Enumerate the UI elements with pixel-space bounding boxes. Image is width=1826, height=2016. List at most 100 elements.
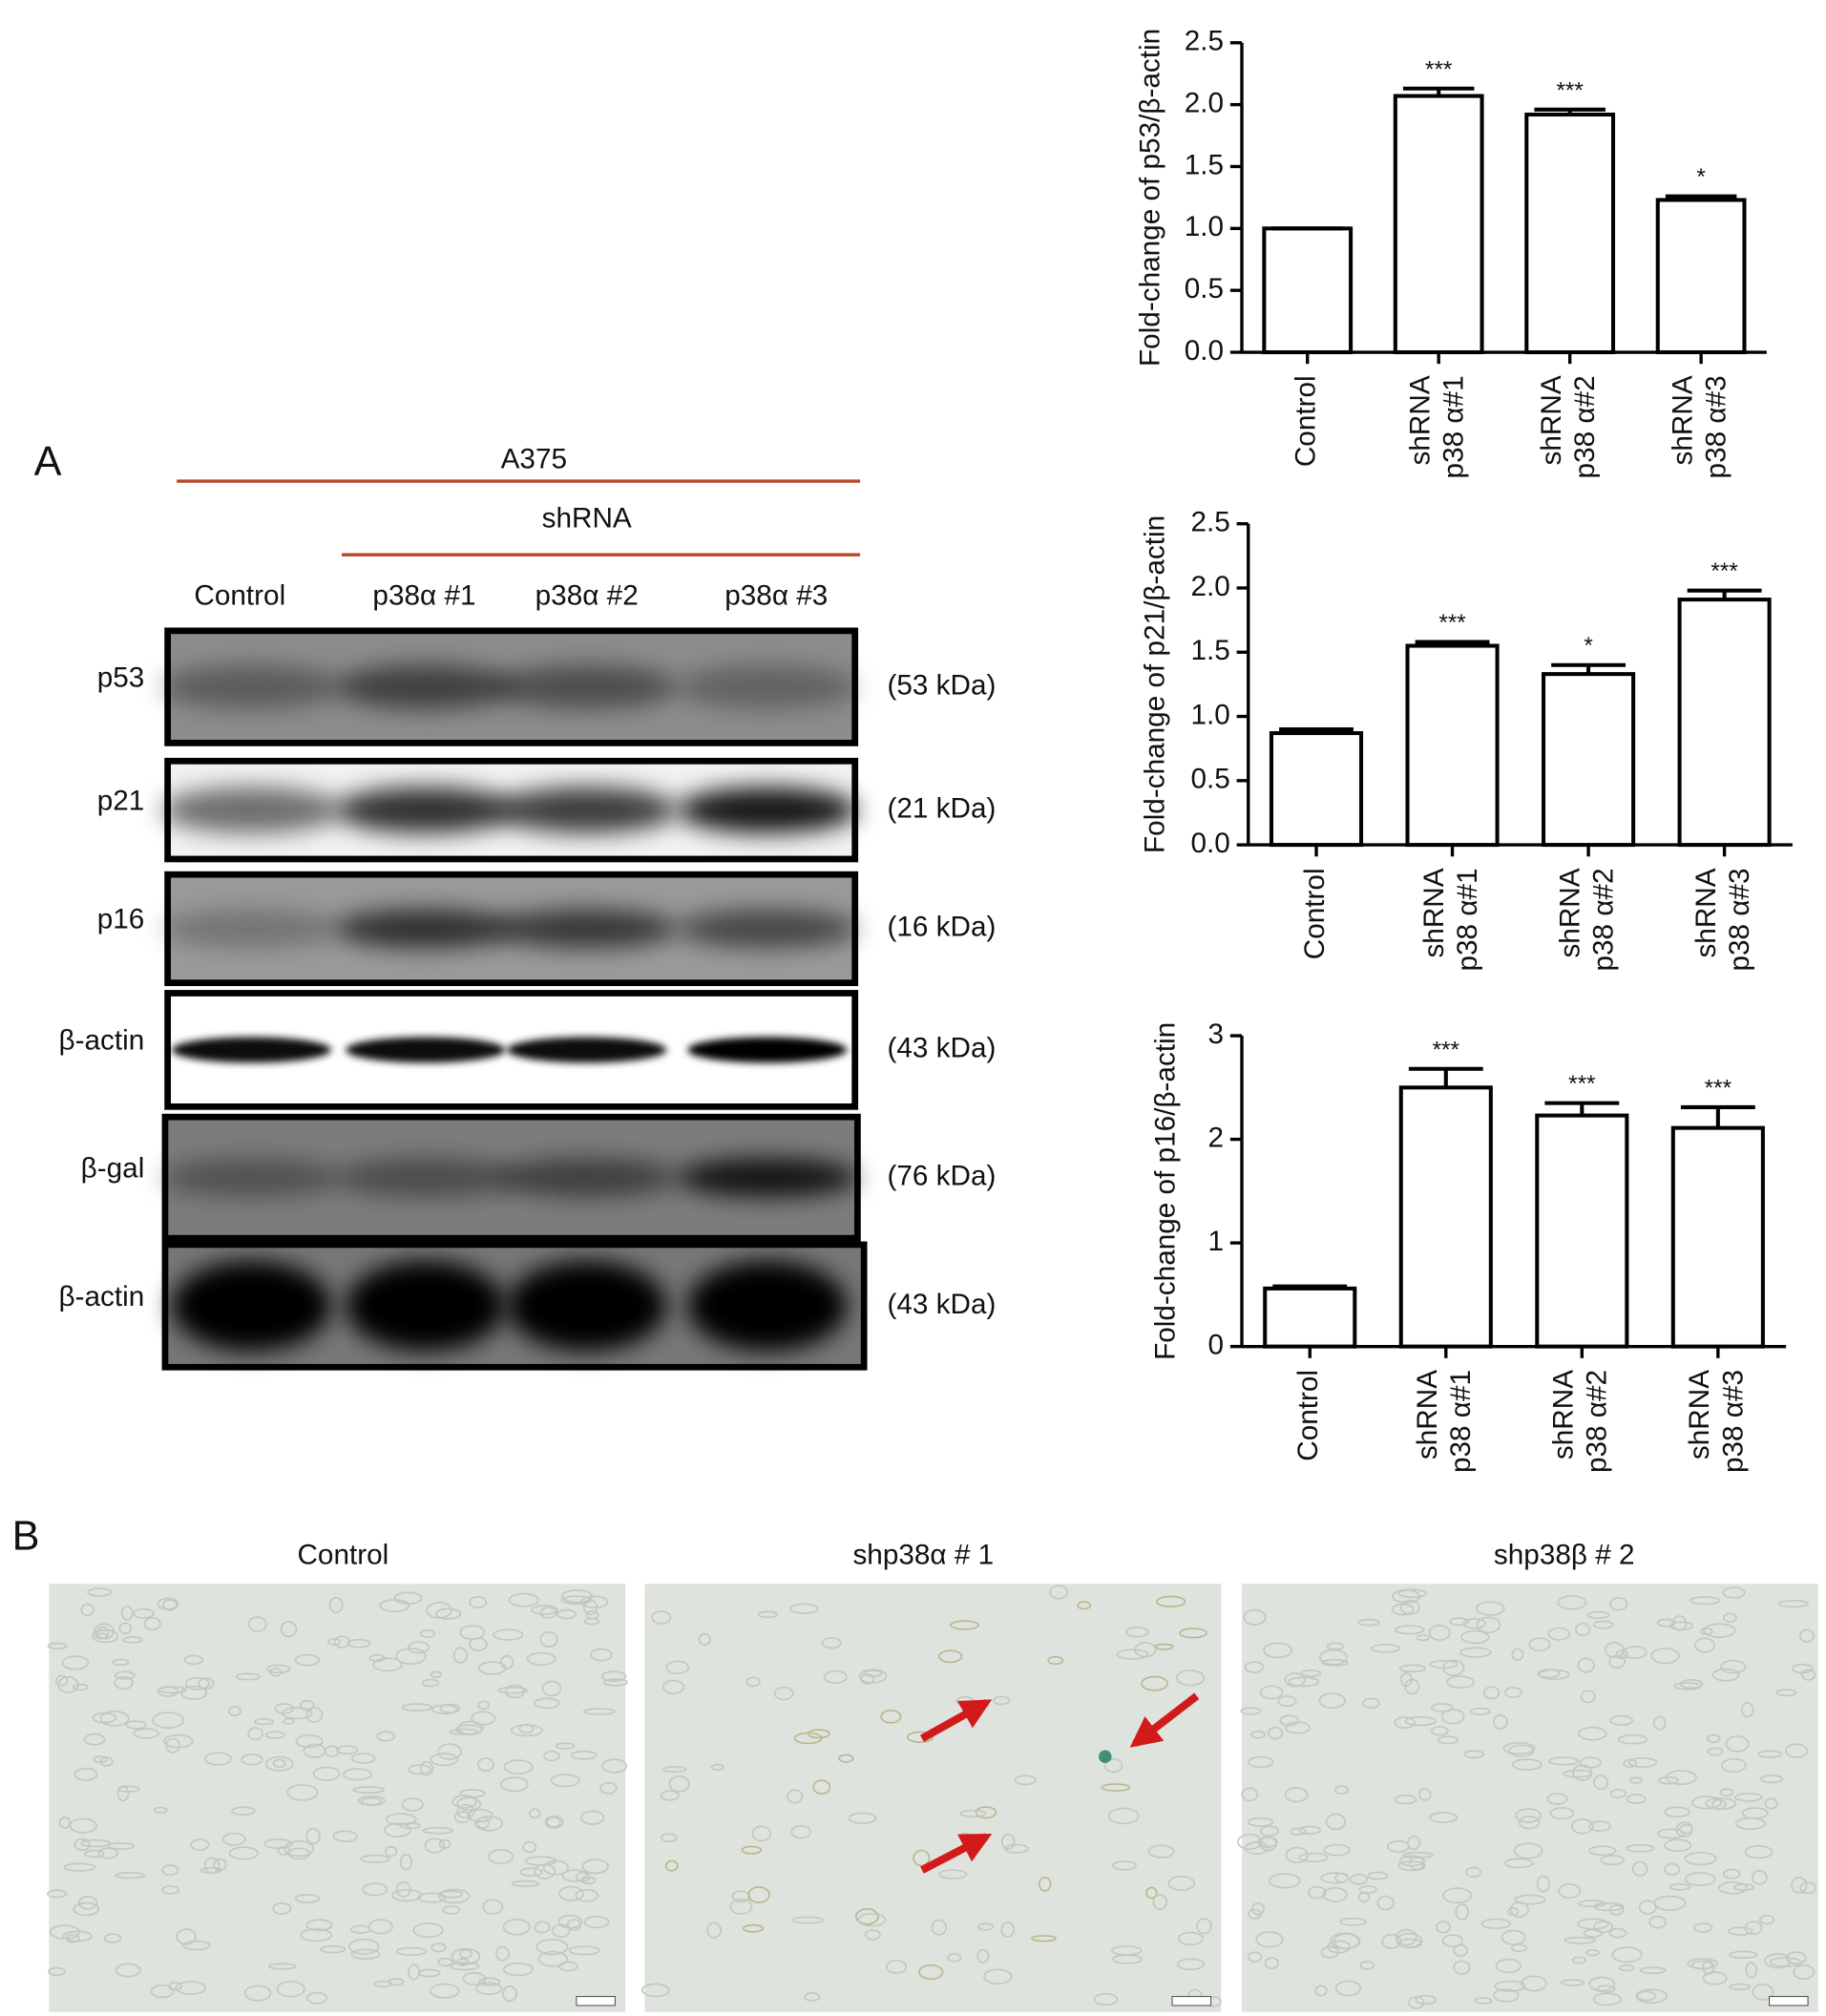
- cell: [1428, 1624, 1451, 1641]
- cell: [168, 1982, 182, 1991]
- lane-label: p38α #1: [372, 580, 475, 612]
- cell: [1717, 1881, 1748, 1895]
- cell: [1103, 1757, 1123, 1774]
- cell: [1290, 1827, 1307, 1836]
- cell: [453, 1811, 472, 1824]
- cell: [1536, 1875, 1550, 1893]
- cell: [451, 1795, 477, 1809]
- cell: [757, 1610, 778, 1619]
- cell: [227, 1706, 241, 1717]
- cell: [306, 1991, 328, 2005]
- cell: [439, 1703, 461, 1714]
- cell: [983, 1968, 1013, 1984]
- cell: [1394, 1795, 1417, 1805]
- x-tick-label: Control: [1291, 375, 1322, 467]
- cell: [1247, 1951, 1263, 1963]
- cell: [379, 1599, 410, 1612]
- cell: [1570, 1818, 1594, 1835]
- cell: [1077, 1601, 1092, 1610]
- cell: [1446, 1675, 1475, 1689]
- cell: [1323, 1843, 1351, 1857]
- cell: [804, 1992, 821, 2002]
- cell: [535, 1939, 569, 1956]
- cell: [477, 1700, 491, 1711]
- y-tick-label: 2.0: [1185, 87, 1224, 118]
- cell: [1650, 1648, 1680, 1665]
- blot-band: [687, 1260, 848, 1352]
- cell: [1626, 1794, 1647, 1804]
- cell: [500, 1654, 514, 1670]
- cell: [62, 1930, 93, 1942]
- cell: [1537, 1669, 1561, 1678]
- cell: [269, 1668, 283, 1677]
- y-axis-label: Fold-change of p16/β-actin: [1149, 1022, 1181, 1360]
- cell: [534, 1697, 560, 1710]
- cell: [947, 1953, 962, 1963]
- cell: [1664, 1838, 1692, 1853]
- cell: [546, 1816, 561, 1828]
- stained-cell: [1099, 1750, 1112, 1764]
- cell: [280, 1621, 298, 1638]
- cell: [1513, 1842, 1543, 1859]
- cell: [1453, 1960, 1471, 1975]
- cell: [118, 1622, 133, 1635]
- micrograph-title: shp38α # 1: [852, 1540, 994, 1571]
- cell: [959, 1809, 987, 1817]
- cell: [1729, 1983, 1752, 1991]
- cell: [1320, 1872, 1350, 1884]
- cell: [1441, 1934, 1463, 1947]
- cell: [1441, 1709, 1465, 1725]
- cell: [77, 1896, 98, 1910]
- cell: [175, 1981, 206, 1996]
- cell: [1563, 1769, 1593, 1778]
- cell: [1285, 1846, 1309, 1863]
- cell: [1179, 1628, 1207, 1639]
- cell: [99, 1756, 114, 1767]
- cell: [424, 1838, 446, 1854]
- cell: [710, 1763, 724, 1771]
- cell: [1611, 1946, 1643, 1964]
- cell: [1167, 1876, 1196, 1891]
- y-tick-label: 2.0: [1191, 571, 1230, 602]
- blot-protein: p16: [97, 904, 145, 935]
- cell: [305, 1919, 333, 1931]
- cell: [438, 1888, 471, 1904]
- blot-band: [687, 1037, 848, 1063]
- cell: [449, 1728, 479, 1735]
- cell: [452, 1647, 468, 1664]
- blot-band: [506, 1037, 667, 1063]
- cell: [1269, 1873, 1301, 1889]
- cell: [568, 1945, 600, 1956]
- cell: [1549, 1807, 1575, 1820]
- cell: [1615, 1649, 1628, 1660]
- cell: [641, 1983, 670, 1998]
- cell: [1546, 1793, 1568, 1805]
- cell: [488, 1849, 514, 1864]
- cell: [1511, 1648, 1524, 1661]
- cell: [511, 1880, 540, 1887]
- cell: [502, 1962, 535, 1977]
- cell: [1588, 1976, 1616, 1992]
- cell: [1325, 1813, 1347, 1831]
- cell: [115, 1871, 146, 1880]
- cell: [243, 1984, 272, 2002]
- panel-label: B: [12, 1513, 40, 1559]
- cell: [1801, 1669, 1816, 1681]
- cell: [1493, 1988, 1520, 2003]
- cell: [1560, 1979, 1585, 1986]
- cell: [1745, 1962, 1758, 1979]
- cell: [668, 1775, 690, 1793]
- cell: [73, 1838, 91, 1852]
- cell: [47, 1642, 68, 1649]
- cell: [1518, 1816, 1541, 1830]
- cell: [1689, 1596, 1721, 1606]
- cell: [350, 1948, 381, 1961]
- arrow: [920, 1833, 993, 1874]
- cell: [1367, 1871, 1389, 1880]
- cell: [1493, 1714, 1508, 1730]
- cell: [537, 1950, 569, 1967]
- cell: [103, 1933, 122, 1943]
- cell: [63, 1862, 96, 1872]
- cell: [1318, 1692, 1346, 1710]
